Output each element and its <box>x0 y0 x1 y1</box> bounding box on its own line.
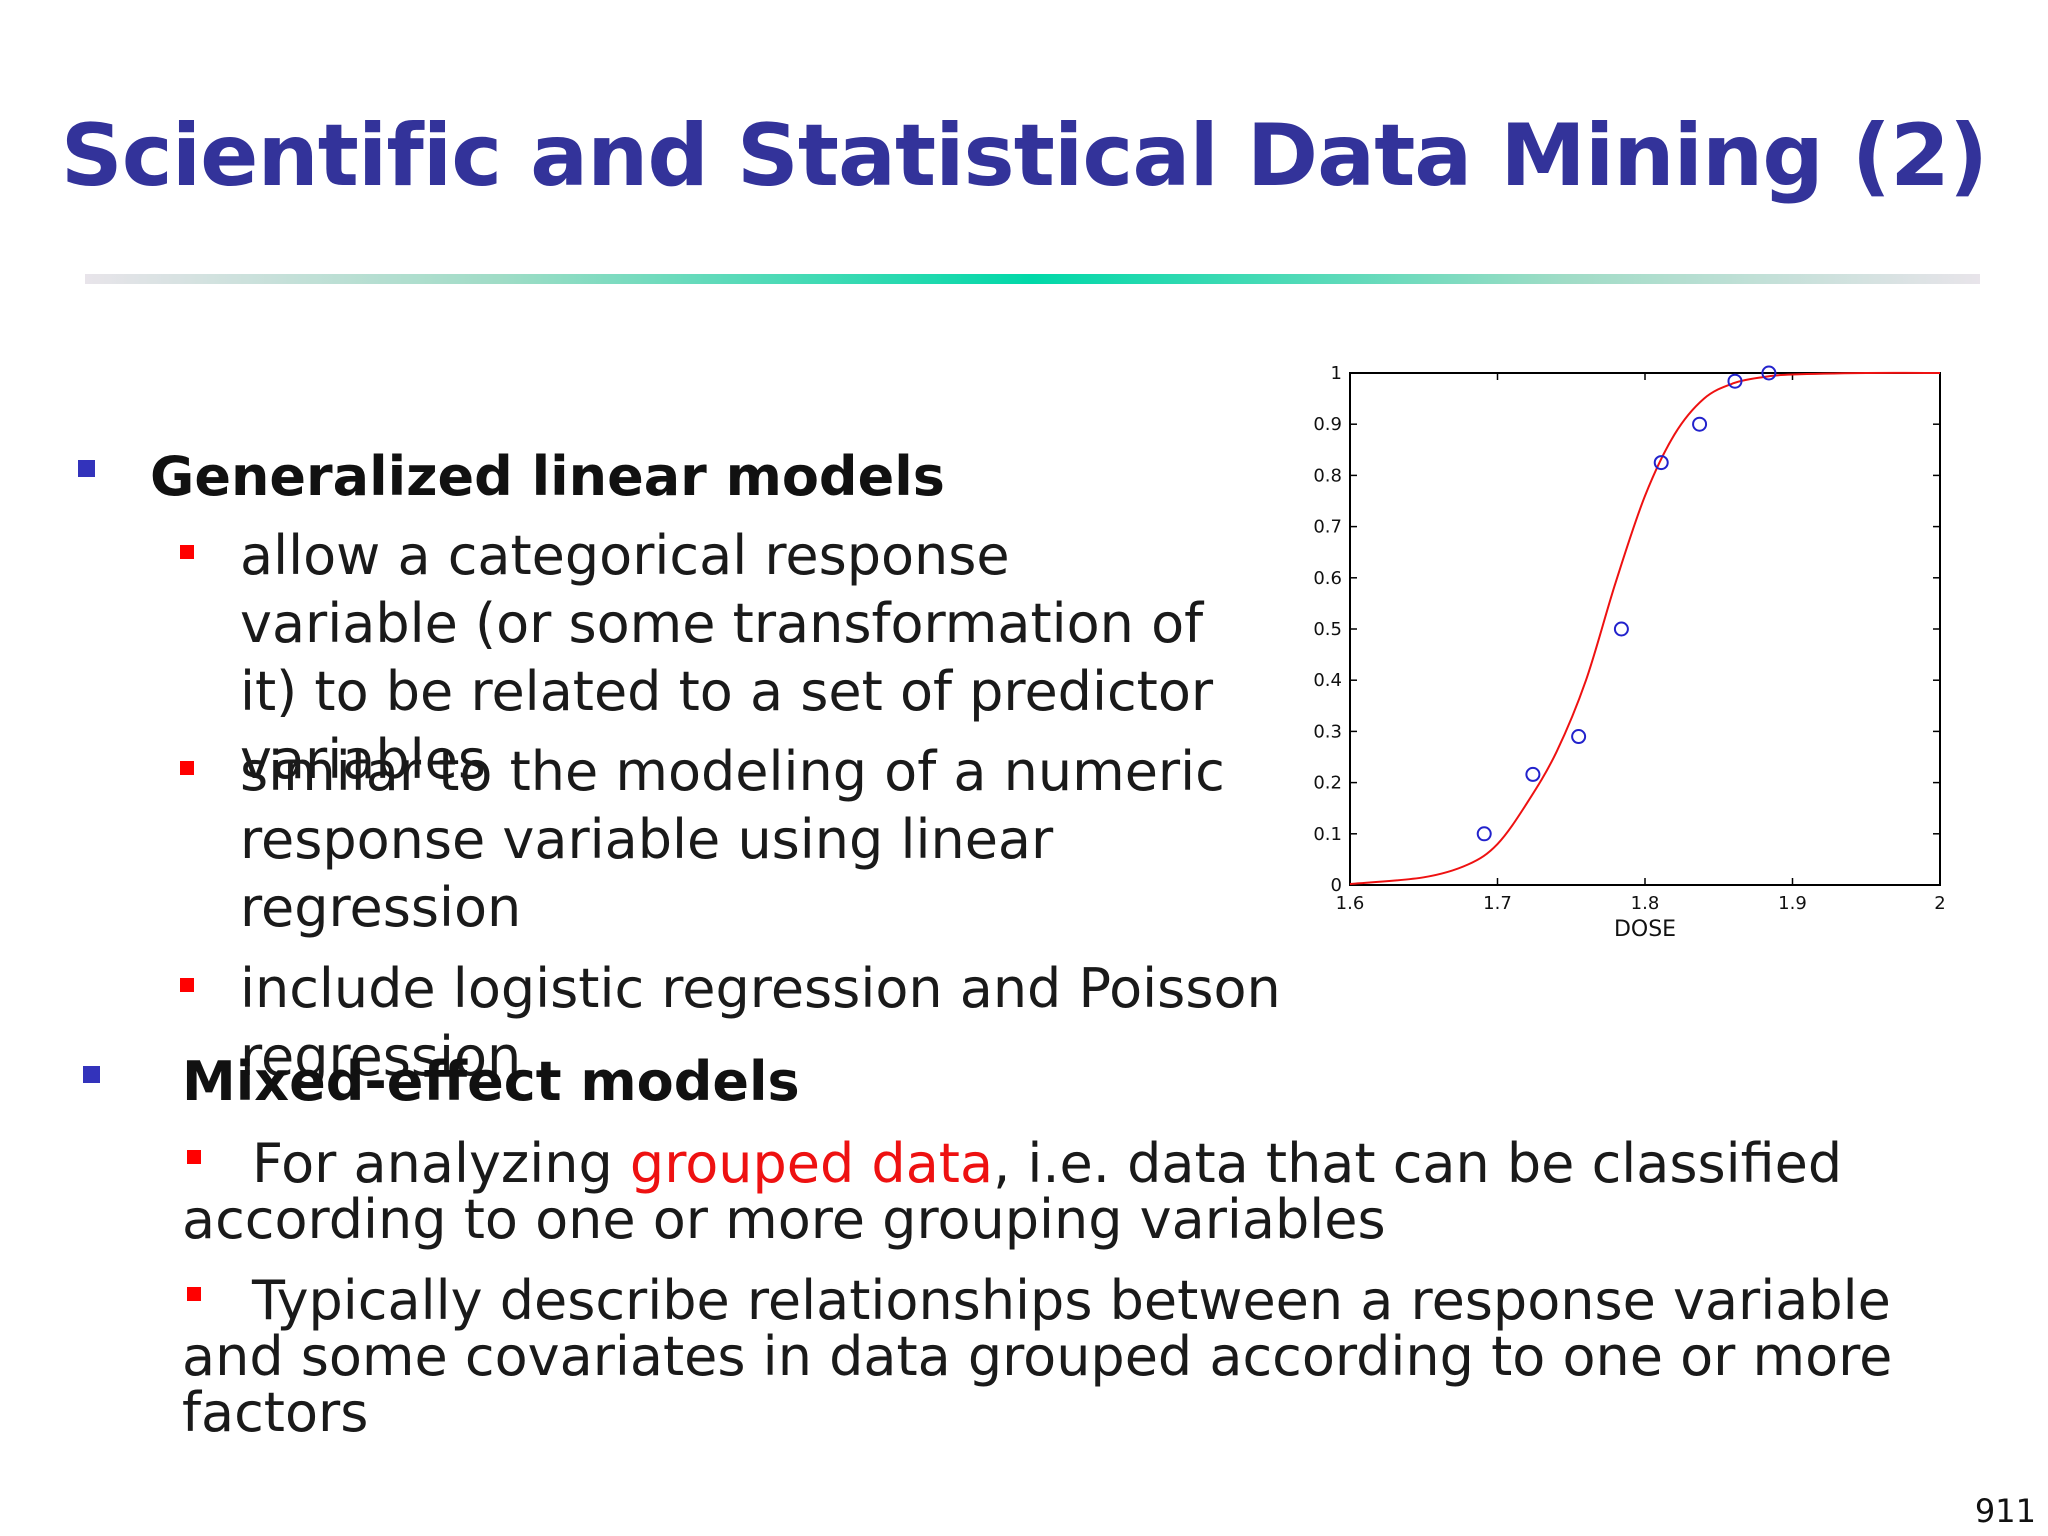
bullet-square-icon <box>180 761 194 775</box>
bullet-square-icon <box>180 978 194 992</box>
plot-frame <box>1349 372 1941 886</box>
mixed-point-1-after: , i.e. data that can be classified accor… <box>182 1132 1843 1251</box>
grouped-data-highlight: grouped data <box>629 1132 994 1195</box>
mixed-point-1: For analyzing grouped data, i.e. data th… <box>182 1136 1902 1248</box>
y-tick-label: 0.7 <box>1313 517 1342 538</box>
data-point <box>1692 416 1708 432</box>
title-divider <box>85 274 1980 284</box>
x-tick-label: 1.9 <box>1778 893 1807 914</box>
y-tick-label: 0.1 <box>1313 824 1342 845</box>
data-point <box>1727 373 1743 389</box>
x-tick-label: 1.8 <box>1631 893 1660 914</box>
y-tick-label: 0.5 <box>1313 619 1342 640</box>
y-tick-label: 0.8 <box>1313 465 1342 486</box>
x-tick-label: 1.6 <box>1336 893 1365 914</box>
data-point <box>1571 729 1587 745</box>
y-tick-label: 0.2 <box>1313 773 1342 794</box>
y-tick-label: 0 <box>1331 875 1342 896</box>
data-point <box>1525 766 1541 782</box>
bullet-square-icon <box>180 545 194 559</box>
y-tick-label: 1 <box>1331 363 1342 384</box>
bullet-square-icon <box>83 1066 100 1083</box>
dose-response-chart: 0 0.1 0.2 0.3 0.4 0.5 0.6 0.7 0.8 0.9 1 1.6 1.7 1.8 1… <box>1313 363 1945 942</box>
data-point <box>1476 826 1492 842</box>
slide-title: Scientific and Statistical Data Mining (… <box>60 106 1988 206</box>
fitted-curve <box>1349 371 1941 885</box>
x-tick-label: 1.7 <box>1483 893 1512 914</box>
mixed-point-1-before: For analyzing <box>252 1132 630 1195</box>
mixed-point-2: Typically describe relationships between… <box>182 1269 1893 1444</box>
y-tick-label: 0.3 <box>1313 721 1342 742</box>
y-tick-label: 0.6 <box>1313 568 1342 589</box>
data-point <box>1613 621 1629 637</box>
bullet-square-icon <box>187 1287 201 1301</box>
bullet-square-icon <box>78 460 95 477</box>
x-tick-label: 2 <box>1934 893 1945 914</box>
glm-point-1: allow a categorical response variable (o… <box>240 524 1214 791</box>
data-point <box>1761 365 1777 381</box>
data-point <box>1653 455 1669 471</box>
glm-heading: Generalized linear models <box>150 445 945 508</box>
y-tick-label: 0.9 <box>1313 414 1342 435</box>
bullet-square-icon <box>187 1150 201 1164</box>
y-tick-label: 0.4 <box>1313 670 1342 691</box>
mixed-heading: Mixed-effect models <box>182 1050 800 1113</box>
page-number: 911 <box>1974 1492 2036 1530</box>
glm-point-3: include logistic regression and Poisson … <box>240 957 1281 1088</box>
glm-point-2: similar to the modeling of a numeric res… <box>240 740 1225 939</box>
x-axis-label: DOSE <box>1614 917 1676 942</box>
